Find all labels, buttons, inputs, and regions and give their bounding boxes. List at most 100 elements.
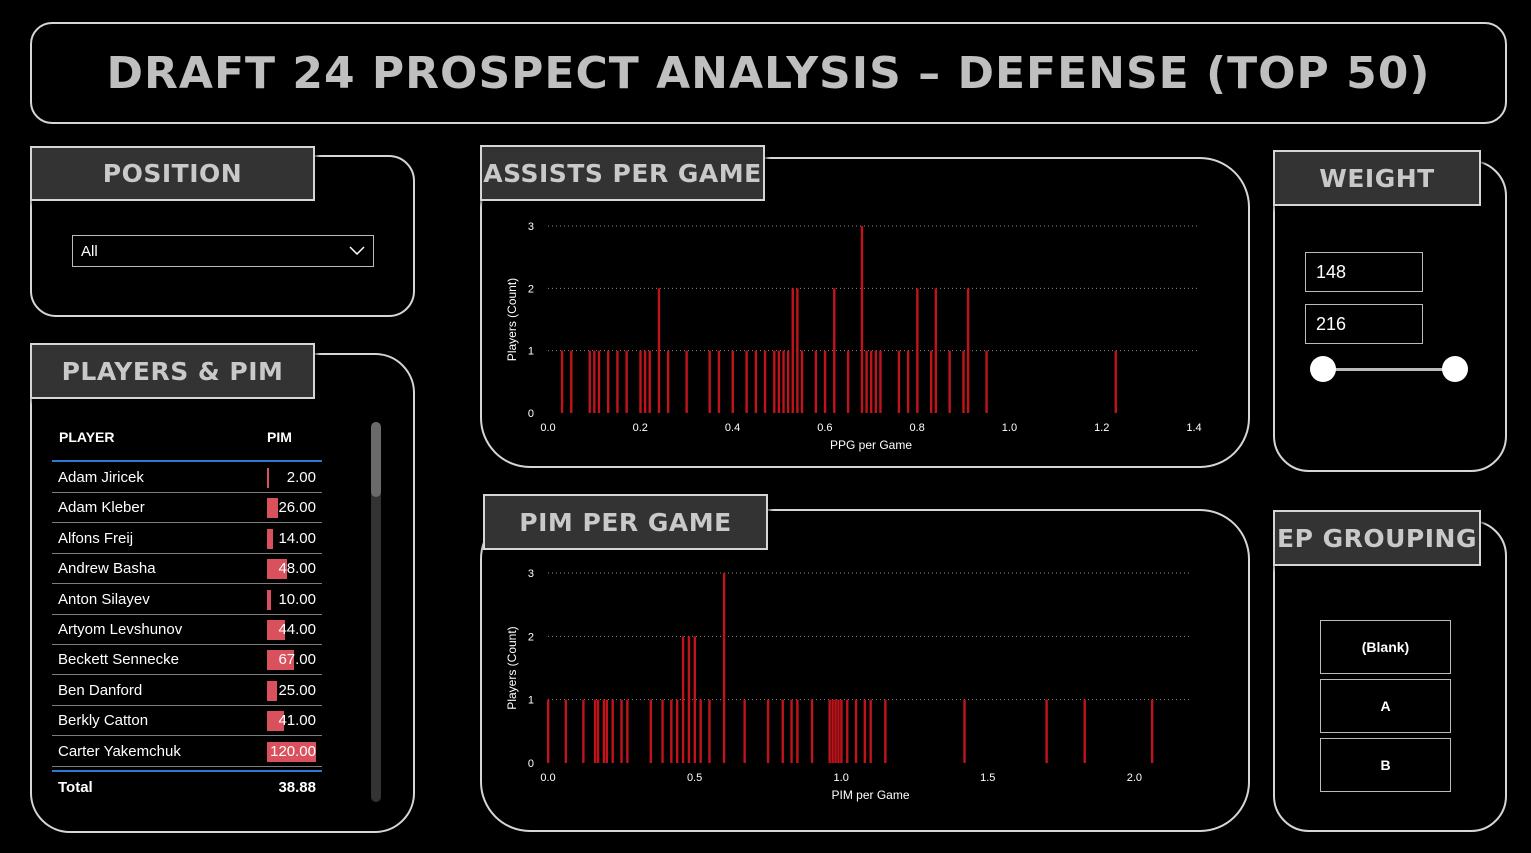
x-tick-label: 0.0 [540,422,555,434]
data-bar [833,288,836,413]
players-pim-panel [30,353,415,833]
ep-option-a[interactable]: A [1320,679,1451,733]
x-tick-label: 1.0 [834,772,849,784]
position-dropdown[interactable]: All [72,235,374,267]
data-bar [611,699,614,763]
table-row[interactable]: Alfons Freij 14.00 [52,524,322,554]
weight-slider-min-handle[interactable] [1310,356,1336,382]
data-bar [884,699,887,763]
table-scrollbar[interactable] [371,422,381,802]
y-tick-label: 3 [528,568,534,580]
table-row[interactable]: Ben Danford 25.00 [52,676,322,706]
pim-data-bar [267,498,278,519]
x-tick-label: 0.0 [540,772,555,784]
data-bar [1150,699,1154,763]
table-row[interactable]: Adam Kleber 26.00 [52,493,322,524]
position-selected-value: All [81,242,98,260]
pim-data-bar [267,528,273,549]
ep-grouping-header: EP GROUPING [1273,510,1481,566]
data-bar [840,699,843,763]
x-tick-label: 0.6 [817,422,832,434]
data-bar [743,699,746,763]
x-tick-label: 2.0 [1127,772,1142,784]
table-total-row: Total 38.88 [52,775,322,801]
data-bar [763,350,767,413]
data-bar [810,699,814,763]
x-tick-label: 1.0 [1002,422,1017,434]
weight-slider-track[interactable] [1323,368,1455,371]
player-name: Alfons Freij [58,529,134,547]
y-tick-label: 1 [528,346,534,358]
data-bar [582,699,585,763]
pim-data-bar [267,650,295,671]
table-scrollbar-thumb[interactable] [371,422,381,497]
pim-value: 120.00 [270,742,316,760]
player-name: Adam Kleber [58,499,145,517]
pim-value: 25.00 [278,681,316,699]
data-bar [625,350,628,413]
table-row[interactable]: Anton Silayev 10.00 [52,585,322,615]
data-bar [791,288,794,413]
total-value: 38.88 [278,779,316,796]
pim-value: 44.00 [278,621,316,638]
player-name: Artyom Levshunov [58,621,183,638]
data-bar [626,699,629,763]
weight-min-input[interactable]: 148 [1305,252,1423,292]
data-bar [560,350,564,413]
players-pim-header-label: PLAYERS & PIM [61,356,284,386]
data-bar [897,350,901,413]
data-bar [754,350,758,413]
table-row[interactable]: Beckett Sennecke 67.00 [52,645,322,676]
data-bar [966,288,970,413]
data-bar [699,699,702,763]
ep-option-label: B [1380,757,1391,773]
pim-data-bar [267,680,278,701]
column-header-player[interactable]: PLAYER [59,429,115,445]
position-header: POSITION [30,146,315,201]
pim-value: 26.00 [278,499,316,517]
data-bar [846,350,850,413]
table-row[interactable]: Carter Yakemchuk 120.00 [52,737,322,767]
total-label: Total [58,779,93,796]
data-bar [643,350,647,413]
x-axis-label: PPG per Game [830,438,912,452]
assists-chart-panel [480,157,1250,468]
x-tick-label: 0.2 [633,422,648,434]
y-tick-label: 0 [528,408,534,420]
data-bar [649,699,653,763]
ep-option-b[interactable]: B [1320,738,1451,792]
pim-value: 48.00 [278,560,316,578]
weight-max-input[interactable]: 216 [1305,304,1423,344]
players-pim-header: PLAYERS & PIM [30,343,315,399]
weight-slider-max-handle[interactable] [1442,356,1468,382]
data-bar [1045,699,1048,763]
data-bar [781,699,784,763]
pim-per-game-chart: 0 1 2 3 0.0 0.5 1.0 1.5 2.0 PIM per Game Players (… [505,568,1192,802]
data-bar [823,350,827,413]
data-bar [745,350,748,413]
table-row[interactable]: Andrew Basha 48.00 [52,554,322,585]
y-axis-label: Players (Count) [505,626,519,709]
y-tick-label: 3 [528,221,534,233]
data-bar [597,350,601,413]
ep-option-blank[interactable]: (Blank) [1320,620,1451,674]
y-tick-label: 1 [528,695,534,707]
data-bar [588,350,591,413]
pim-value: 67.00 [278,651,316,669]
table-row[interactable]: Berkly Catton 41.00 [52,706,322,737]
column-header-pim[interactable]: PIM [267,429,292,445]
x-tick-label: 0.4 [725,422,740,434]
table-row[interactable]: Artyom Levshunov 44.00 [52,615,322,645]
ep-option-label: A [1380,698,1391,714]
position-header-label: POSITION [102,159,243,188]
data-bar [860,226,864,413]
pim-chart-panel [480,509,1250,832]
data-bar [676,699,679,763]
data-bar [648,350,651,413]
data-bar [869,699,872,763]
table-row[interactable]: Adam Jiricek 2.00 [52,463,322,493]
pim-chart-header: PIM PER GAME [483,494,768,550]
title-banner: DRAFT 24 PROSPECT ANALYSIS – DEFENSE (TO… [30,22,1507,124]
pim-value: 2.00 [286,469,316,486]
x-tick-label: 0.8 [909,422,924,434]
